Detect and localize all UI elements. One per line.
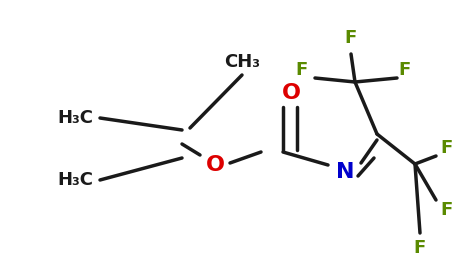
Text: H₃C: H₃C	[57, 109, 93, 127]
Text: F: F	[441, 139, 453, 157]
Text: O: O	[282, 83, 301, 103]
Text: F: F	[345, 29, 357, 47]
Text: F: F	[441, 201, 453, 219]
Text: CH₃: CH₃	[224, 53, 260, 71]
Text: F: F	[414, 239, 426, 257]
Text: H₃C: H₃C	[57, 171, 93, 189]
Text: F: F	[296, 61, 308, 79]
Text: O: O	[206, 155, 225, 175]
Text: N: N	[336, 162, 354, 182]
Text: F: F	[399, 61, 411, 79]
